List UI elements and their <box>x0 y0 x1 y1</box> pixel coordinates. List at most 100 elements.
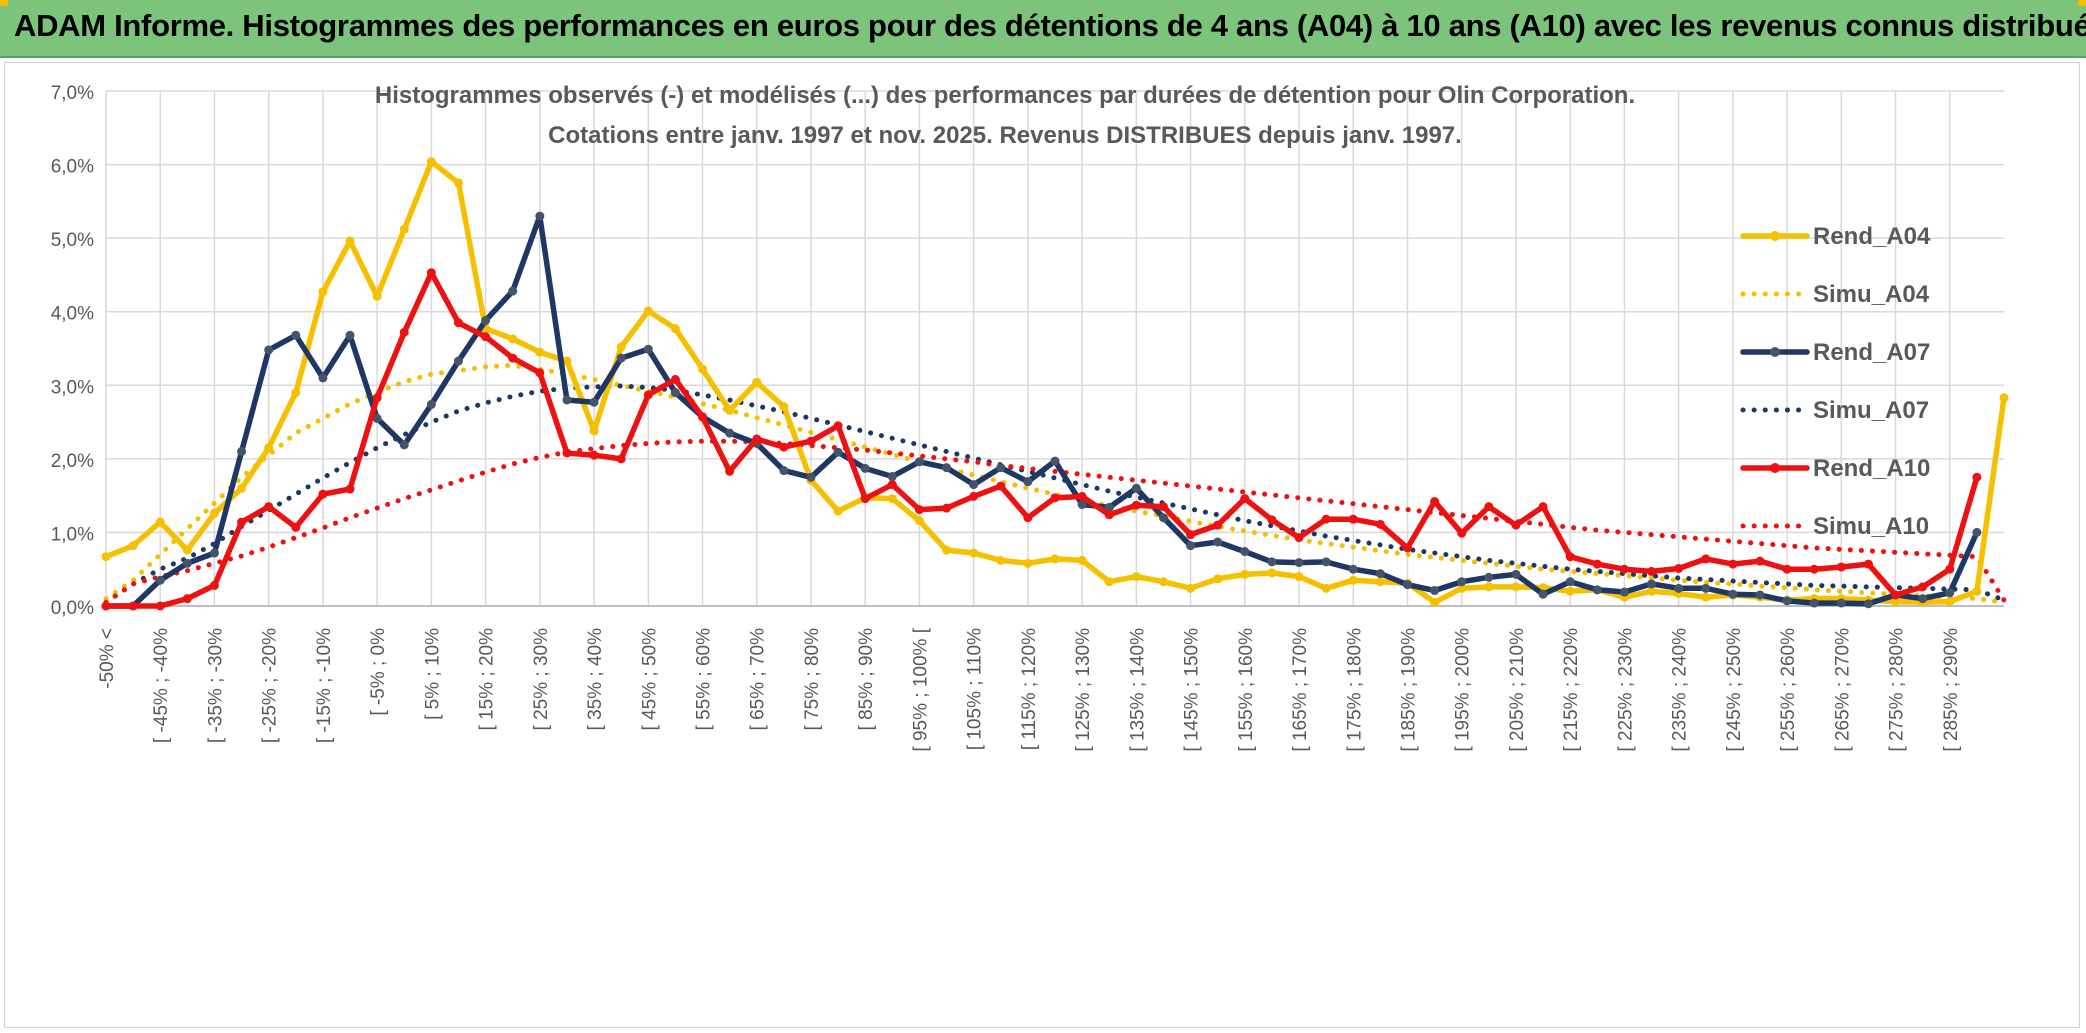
point-rend_a10 <box>1186 530 1196 540</box>
point-rend_a07 <box>1050 456 1060 466</box>
point-rend_a07 <box>182 558 192 568</box>
point-rend_a10 <box>1592 559 1602 569</box>
point-rend_a10 <box>1701 554 1711 564</box>
point-rend_a10 <box>589 450 599 460</box>
point-rend_a10 <box>345 484 355 494</box>
point-rend_a10 <box>942 503 952 513</box>
point-rend_a07 <box>508 286 518 296</box>
point-rend_a10 <box>535 368 545 378</box>
point-rend_a10 <box>1457 528 1467 538</box>
y-tick-label: 4,0% <box>51 304 94 325</box>
point-rend_a04 <box>1484 582 1494 592</box>
point-rend_a10 <box>1972 472 1982 482</box>
point-rend_a10 <box>996 481 1006 491</box>
point-rend_a10 <box>1891 590 1901 600</box>
point-rend_a10 <box>237 517 247 527</box>
x-tick-label: [ 55% ; 60% <box>694 628 715 731</box>
point-rend_a04 <box>616 342 626 352</box>
point-rend_a04 <box>1131 572 1141 582</box>
legend-label-simu_a07: Simu_A07 <box>1813 397 1929 424</box>
point-rend_a10 <box>616 454 626 464</box>
legend-label-rend_a10: Rend_A10 <box>1813 455 1930 482</box>
point-rend_a04 <box>1701 592 1711 602</box>
point-rend_a04 <box>725 405 735 415</box>
point-rend_a10 <box>1104 510 1114 520</box>
y-tick-label: 1,0% <box>51 524 94 545</box>
legend-marker-rend_a04 <box>1770 231 1780 241</box>
point-rend_a07 <box>1077 499 1087 509</box>
point-rend_a04 <box>1267 568 1277 578</box>
point-rend_a07 <box>1782 596 1792 606</box>
point-rend_a07 <box>535 211 545 221</box>
legend: Rend_A04 Simu_A04 Rend_A07 Simu_A07 Rend_A10… <box>1740 223 1931 540</box>
point-rend_a04 <box>155 517 165 527</box>
point-rend_a04 <box>209 508 219 518</box>
point-rend_a10 <box>1430 497 1440 507</box>
x-tick-label: [ 95% ; 100% [ <box>910 627 931 751</box>
point-rend_a04 <box>1077 555 1087 565</box>
x-axis: -50% < [ -45% ; -40% [ -35% ; -30% [ -25% ;… <box>97 605 2004 752</box>
point-rend_a07 <box>1619 587 1629 597</box>
point-rend_a07 <box>1592 585 1602 595</box>
grid <box>105 90 2004 607</box>
point-rend_a04 <box>1999 393 2009 403</box>
point-rend_a07 <box>1240 547 1250 557</box>
point-rend_a10 <box>860 494 870 504</box>
x-tick-label: [ 235% ; 240% <box>1670 628 1691 752</box>
point-rend_a04 <box>345 236 355 246</box>
x-tick-label: [ 285% ; 290% <box>1941 628 1962 752</box>
x-tick-label: [ 265% ; 270% <box>1832 628 1853 752</box>
x-tick-label: [ 215% ; 220% <box>1561 628 1582 752</box>
point-rend_a07 <box>887 472 897 482</box>
point-rend_a10 <box>101 601 111 611</box>
point-rend_a10 <box>1782 564 1792 574</box>
point-rend_a04 <box>264 443 274 453</box>
point-rend_a04 <box>1186 583 1196 593</box>
x-tick-label: [ 165% ; 170% <box>1290 628 1311 752</box>
point-rend_a10 <box>779 442 789 452</box>
point-rend_a10 <box>182 594 192 604</box>
point-rend_a07 <box>806 472 816 482</box>
point-rend_a10 <box>670 374 680 384</box>
x-tick-label: [ 5% ; 10% <box>422 628 443 720</box>
point-rend_a10 <box>453 318 463 328</box>
chart-title-line-1: Histogrammes observés (-) et modélisés (… <box>375 82 1635 109</box>
point-rend_a04 <box>399 224 409 234</box>
point-rend_a04 <box>779 402 789 412</box>
series-line-simu_a10 <box>103 438 2007 605</box>
report-title: ADAM Informe. Histogrammes des performan… <box>14 8 2086 43</box>
histogram-chart: 0,0% 1,0% 2,0% 3,0% 4,0% 5,0% 6,0% 7,0% -50% < [… <box>51 82 2009 752</box>
point-rend_a10 <box>806 436 816 446</box>
series-line-rend_a07 <box>103 213 1980 609</box>
point-rend_a04 <box>453 178 463 188</box>
point-rend_a10 <box>155 601 165 611</box>
point-rend_a07 <box>318 373 328 383</box>
point-rend_a04 <box>589 426 599 436</box>
point-rend_a07 <box>1294 558 1304 568</box>
point-rend_a07 <box>264 345 274 355</box>
x-tick-label: [ 205% ; 210% <box>1507 628 1528 752</box>
point-rend_a10 <box>209 580 219 590</box>
point-rend_a04 <box>670 324 680 334</box>
point-rend_a10 <box>752 434 762 444</box>
point-rend_a10 <box>887 480 897 490</box>
point-rend_a07 <box>1972 527 1982 537</box>
point-rend_a04 <box>1972 586 1982 596</box>
y-tick-label: 2,0% <box>51 451 94 472</box>
x-tick-label: [ 35% ; 40% <box>585 628 606 731</box>
point-rend_a07 <box>1375 569 1385 579</box>
series-group <box>101 157 2009 611</box>
point-rend_a07 <box>1267 557 1277 567</box>
y-tick-label: 5,0% <box>51 230 94 251</box>
x-tick-label: [ -45% ; -40% <box>151 628 172 743</box>
point-rend_a07 <box>1104 502 1114 512</box>
point-rend_a10 <box>1267 515 1277 525</box>
point-rend_a07 <box>725 428 735 438</box>
x-tick-label: [ 105% ; 110% <box>965 628 986 750</box>
point-rend_a07 <box>1647 579 1657 589</box>
point-rend_a10 <box>1836 562 1846 572</box>
point-rend_a04 <box>372 291 382 301</box>
legend-marker-rend_a07 <box>1770 347 1780 357</box>
point-rend_a04 <box>887 494 897 504</box>
point-rend_a10 <box>1294 533 1304 543</box>
